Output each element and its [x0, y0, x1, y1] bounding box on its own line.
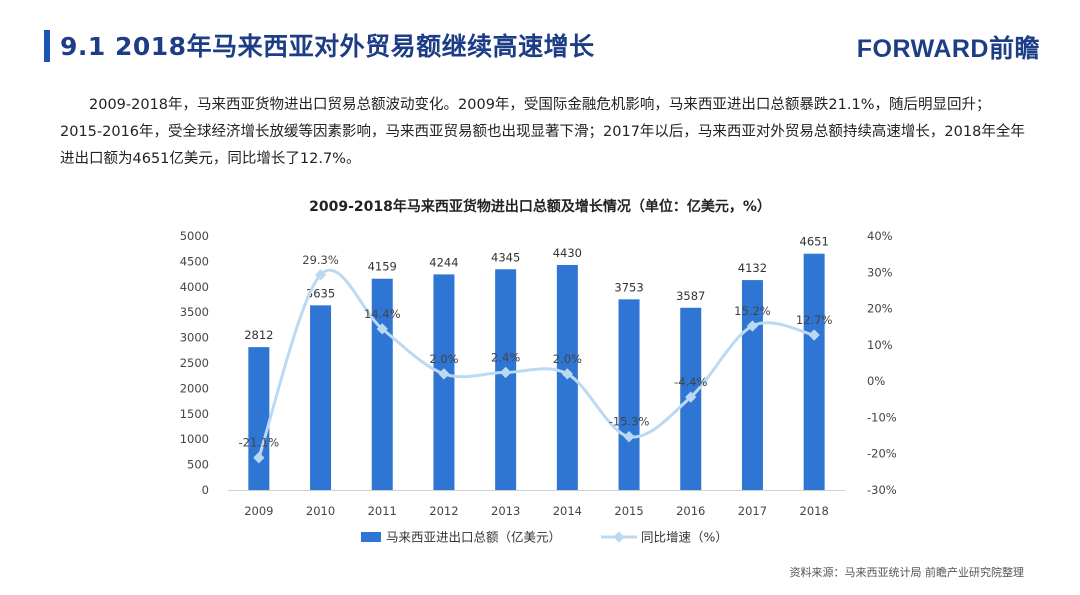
growth-value-label: 2.4% — [491, 350, 520, 364]
x-tick-label: 2010 — [306, 504, 335, 518]
bar — [741, 280, 763, 490]
growth-marker — [253, 452, 265, 464]
growth-value-label: 29.3% — [302, 253, 339, 267]
growth-marker — [438, 368, 450, 380]
y-right-tick-label: -20% — [867, 447, 897, 461]
growth-marker — [808, 329, 820, 341]
bar-value-label: 4132 — [738, 261, 767, 275]
y-right-tick-label: 0% — [867, 374, 885, 388]
source-note: 资料来源：马来西亚统计局 前瞻产业研究院整理 — [789, 566, 1025, 579]
growth-marker — [685, 391, 697, 403]
y-right-tick-label: 20% — [867, 302, 893, 316]
x-tick-label: 2011 — [368, 504, 397, 518]
growth-value-label: 2.0% — [429, 352, 458, 366]
legend-bar-label: 马来西亚进出口总额（亿美元） — [386, 530, 561, 545]
legend-line-label: 同比增速（%） — [641, 530, 728, 545]
y-right-tick-label: -30% — [867, 483, 897, 497]
y-right-tick-label: 30% — [867, 265, 893, 279]
x-tick-label: 2013 — [491, 504, 520, 518]
growth-value-label: 14.4% — [364, 307, 401, 321]
y-right-tick-label: -10% — [867, 410, 897, 424]
bar — [618, 299, 640, 490]
growth-value-label: 2.0% — [553, 352, 582, 366]
bar-value-label: 4159 — [368, 260, 397, 274]
page-title: 9.1 2018年马来西亚对外贸易额继续高速增长 — [60, 32, 595, 61]
x-tick-label: 2017 — [738, 504, 767, 518]
y-left-tick-label: 0 — [202, 483, 209, 497]
growth-marker — [746, 320, 759, 332]
y-left-tick-label: 2500 — [180, 356, 209, 370]
bar-value-label: 4651 — [800, 235, 829, 249]
bar-value-label: 3635 — [306, 286, 335, 300]
logo-cn: 前瞻 — [988, 35, 1040, 63]
brand-logo: FORWARD前瞻 — [857, 29, 1040, 65]
x-tick-label: 2016 — [676, 504, 705, 518]
growth-line — [257, 268, 815, 459]
growth-value-label: -21.1% — [239, 436, 280, 450]
legend-line-marker — [613, 531, 625, 543]
y-left-tick-label: 5000 — [180, 229, 209, 243]
bar-value-label: 4345 — [491, 250, 520, 264]
x-tick-label: 2012 — [429, 504, 458, 518]
growth-value-label: -4.4% — [674, 375, 707, 389]
bar-value-label: 4244 — [429, 255, 458, 269]
bar — [248, 347, 270, 490]
bar — [803, 253, 825, 490]
bar — [495, 269, 517, 490]
x-tick-label: 2014 — [553, 504, 582, 518]
y-left-tick-label: 4500 — [180, 254, 209, 268]
bar-value-label: 3587 — [676, 289, 705, 303]
y-right-tick-label: 10% — [867, 338, 893, 352]
growth-marker — [376, 323, 388, 335]
growth-marker — [561, 368, 574, 380]
growth-value-label: 15.2% — [734, 304, 771, 318]
y-left-tick-label: 3500 — [180, 305, 209, 319]
growth-marker — [623, 431, 635, 443]
y-left-tick-label: 3000 — [180, 331, 209, 345]
legend-bar-swatch — [361, 532, 381, 542]
x-tick-label: 2018 — [800, 504, 829, 518]
y-left-tick-label: 1000 — [180, 432, 209, 446]
growth-marker — [499, 366, 512, 379]
y-right-tick-label: 40% — [867, 229, 893, 243]
y-left-tick-label: 4000 — [180, 280, 209, 294]
y-left-tick-label: 1500 — [180, 407, 209, 421]
growth-value-label: -15.3% — [609, 415, 650, 429]
bar — [433, 274, 455, 490]
bar-value-label: 2812 — [244, 328, 273, 342]
chart-title: 2009-2018年马来西亚货物进出口总额及增长情况（单位：亿美元，%） — [309, 199, 771, 215]
bar-value-label: 3753 — [614, 280, 643, 294]
y-left-tick-label: 500 — [187, 458, 209, 472]
growth-marker — [314, 269, 327, 281]
logo-text: FORWARD — [856, 35, 989, 63]
bar-value-label: 4430 — [553, 246, 582, 260]
bar — [310, 305, 332, 490]
growth-value-label: 12.7% — [796, 313, 833, 327]
title-accent-bar — [44, 30, 50, 62]
x-tick-label: 2009 — [244, 504, 273, 518]
intro-paragraph: 2009-2018年，马来西亚货物进出口贸易总额波动变化。2009年，受国际金融… — [60, 97, 1025, 167]
y-left-tick-label: 2000 — [180, 381, 209, 395]
x-tick-label: 2015 — [614, 504, 643, 518]
